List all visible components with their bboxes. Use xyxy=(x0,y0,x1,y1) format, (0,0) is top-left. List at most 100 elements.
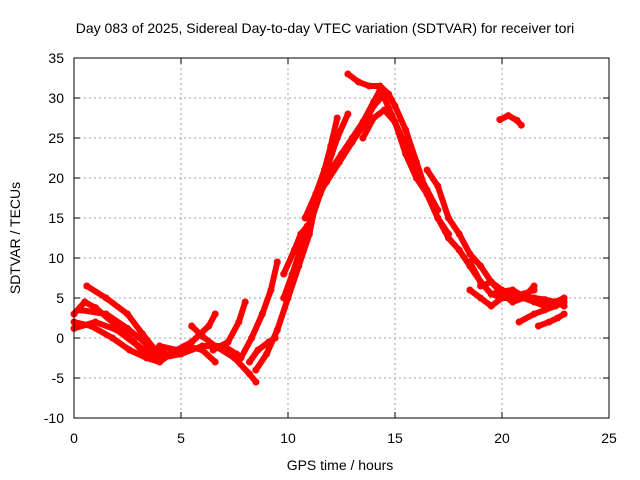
data-point xyxy=(541,306,549,314)
data-point xyxy=(297,230,305,238)
data-point xyxy=(423,190,431,198)
series-track xyxy=(280,223,311,277)
y-tick-label: 5 xyxy=(56,290,64,306)
data-point xyxy=(248,334,256,342)
data-point xyxy=(370,102,378,110)
data-point xyxy=(246,358,253,366)
data-point xyxy=(412,174,420,182)
y-axis-label: SDTVAR / TECUs xyxy=(7,182,23,294)
data-point xyxy=(359,134,367,142)
data-point xyxy=(91,318,99,326)
data-point xyxy=(545,318,553,326)
series-track xyxy=(535,311,568,329)
data-point xyxy=(280,294,288,302)
data-point xyxy=(541,296,549,304)
data-point xyxy=(335,158,343,166)
x-axis-label: GPS time / hours xyxy=(287,457,394,473)
data-point xyxy=(83,282,91,290)
data-point xyxy=(487,302,495,310)
y-tick-label: 35 xyxy=(48,50,64,66)
data-point xyxy=(288,270,296,278)
data-point xyxy=(530,282,538,290)
data-point xyxy=(391,118,399,126)
data-series xyxy=(70,70,568,386)
data-point xyxy=(235,318,243,326)
data-point xyxy=(156,342,164,350)
data-point xyxy=(434,182,442,190)
data-point xyxy=(487,290,495,298)
data-point xyxy=(320,166,328,174)
data-point xyxy=(498,286,506,294)
data-point xyxy=(380,94,388,102)
data-point xyxy=(519,294,527,302)
data-point xyxy=(145,342,153,350)
data-point xyxy=(504,112,512,120)
data-point xyxy=(391,102,399,110)
data-point xyxy=(198,332,206,340)
data-point xyxy=(173,346,181,354)
data-point xyxy=(241,298,249,306)
data-point xyxy=(333,114,341,122)
data-point xyxy=(365,82,373,90)
data-point xyxy=(423,166,431,174)
data-point xyxy=(552,302,559,310)
data-point xyxy=(455,230,463,238)
data-point xyxy=(327,142,335,150)
data-point xyxy=(254,346,262,354)
data-point xyxy=(109,334,116,342)
data-point xyxy=(370,114,378,122)
data-point xyxy=(126,346,134,354)
data-point xyxy=(344,110,352,118)
data-point xyxy=(205,322,213,330)
data-point xyxy=(517,121,525,129)
chart-title: Day 083 of 2025, Sidereal Day-to-day VTE… xyxy=(76,20,575,36)
y-tick-label: -10 xyxy=(44,410,64,426)
data-point xyxy=(355,78,363,86)
data-point xyxy=(81,298,89,306)
x-tick-label: 0 xyxy=(70,430,78,446)
data-point xyxy=(359,122,367,130)
data-point xyxy=(402,150,410,158)
data-point xyxy=(530,310,538,318)
plot-frame xyxy=(73,57,610,419)
data-point xyxy=(477,262,485,270)
data-point xyxy=(513,116,521,124)
data-point xyxy=(445,214,452,222)
data-point xyxy=(124,324,131,332)
y-tick-label: 25 xyxy=(48,130,64,146)
data-point xyxy=(102,294,110,302)
x-tick-label: 15 xyxy=(387,430,403,446)
data-point xyxy=(188,338,196,346)
data-point xyxy=(124,310,131,318)
x-tick-label: 10 xyxy=(280,430,296,446)
data-point xyxy=(273,258,281,266)
data-point xyxy=(267,286,275,294)
data-point xyxy=(113,326,121,334)
data-point xyxy=(295,254,303,262)
data-point xyxy=(509,294,517,302)
data-point xyxy=(301,214,309,222)
data-point xyxy=(246,370,253,378)
data-point xyxy=(560,310,568,318)
data-point xyxy=(166,352,174,360)
data-point xyxy=(376,82,384,90)
data-point xyxy=(252,366,260,374)
data-point xyxy=(344,70,352,78)
data-point xyxy=(198,342,206,350)
data-point xyxy=(466,250,474,258)
data-point xyxy=(211,358,219,366)
y-tick-label: -5 xyxy=(52,370,65,386)
data-point xyxy=(224,338,232,346)
x-tick-label: 25 xyxy=(601,430,617,446)
data-point xyxy=(290,246,298,254)
axis-ticks: 0 5 10 15 20 25 -10 -5 0 5 10 15 20 25 30 35 xyxy=(44,50,617,446)
data-point xyxy=(445,234,452,242)
data-point xyxy=(477,282,485,290)
data-point xyxy=(76,306,84,314)
series-track xyxy=(310,91,388,205)
data-point xyxy=(466,258,474,266)
grid-lines xyxy=(74,58,609,418)
data-point xyxy=(477,294,485,302)
data-point xyxy=(305,222,313,230)
series-track xyxy=(210,299,249,353)
